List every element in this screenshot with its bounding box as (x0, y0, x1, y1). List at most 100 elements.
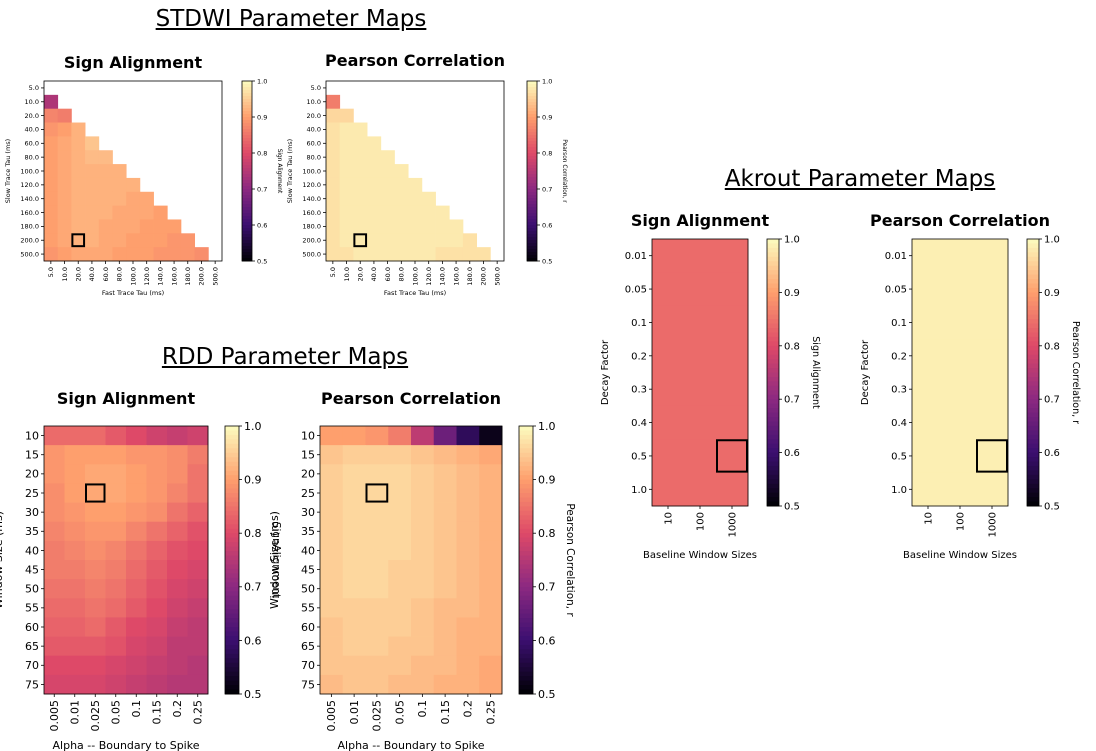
stdwi-pearson-correlation-xtick-label: 140.0 (439, 267, 447, 286)
akrout-pearson-correlation-cell (944, 372, 977, 407)
stdwi-sign-alignment-colorbar-frame (241, 80, 253, 262)
stdwi-sign-alignment-cell (126, 177, 141, 193)
stdwi-pearson-correlation-cell (408, 191, 423, 207)
rdd-sign-alignment-title: Sign Alignment (57, 389, 196, 408)
rdd-sign-alignment-cell (105, 598, 127, 618)
akrout-pearson-correlation-cell (912, 472, 945, 507)
rdd-sign-alignment-cell (105, 560, 127, 580)
stdwi-sign-alignment-cell (112, 164, 127, 179)
rdd-pearson-correlation-cell (320, 464, 344, 484)
stdwi-pearson-correlation-cell (408, 247, 423, 262)
akrout-pearson-correlation-colorbar-step (1027, 408, 1039, 414)
stdwi-sign-alignment-colorbar-step (242, 111, 252, 115)
rdd-sign-alignment-colorbar-step (225, 448, 239, 454)
rdd-sign-alignment-ytick-label: 20 (25, 468, 39, 481)
akrout-sign-alignment-colorbar-step (767, 439, 779, 445)
rdd-sign-alignment-ytick-label: 45 (25, 563, 39, 576)
stdwi-sign-alignment-ytick-label: 120.0 (20, 181, 39, 189)
stdwi-pearson-correlation-cell (367, 150, 382, 165)
stdwi-pearson-correlation-colorbar-step (527, 219, 537, 223)
stdwi-sign-alignment-colorbar-step (242, 126, 252, 130)
stdwi-sign-alignment-ytick-label: 10.0 (25, 98, 39, 106)
akrout-sign-alignment-colorbar-step (767, 448, 779, 454)
stdwi-pearson-correlation-colorbar-step (527, 90, 537, 94)
rdd-pearson-correlation-cell (365, 502, 389, 523)
akrout-sign-alignment-colorbar-step (767, 443, 779, 449)
akrout-pearson-correlation-xtick-label: 10 (924, 512, 935, 525)
stdwi-sign-alignment-cell (139, 219, 154, 234)
rdd-sign-alignment-cell (187, 674, 209, 695)
stdwi-sign-alignment-colorbar-step (242, 174, 252, 178)
rdd-pearson-correlation-cell (365, 579, 389, 599)
stdwi-sign-alignment-cell (112, 177, 127, 193)
rdd-pearson-correlation-cell (342, 464, 366, 484)
stdwi-pearson-correlation-colorbar-tick-label: 0.7 (542, 185, 552, 193)
rdd-pearson-correlation-cell (342, 560, 366, 580)
rdd-pearson-correlation-cell (365, 636, 389, 657)
akrout-sign-alignment-cell (652, 339, 685, 373)
stdwi-sign-alignment-colorbar-label: Sign Alignment (276, 149, 282, 194)
akrout-pearson-correlation-ytick-label: 0.1 (891, 318, 907, 329)
stdwi-sign-alignment-xtick-label: 20.0 (75, 267, 83, 281)
stdwi-pearson-correlation-xtick-label: 40.0 (370, 267, 378, 281)
stdwi-sign-alignment-ytick-label: 160.0 (20, 209, 39, 217)
rdd-pearson-correlation-cell (388, 617, 412, 637)
stdwi-sign-alignment-cell (85, 233, 100, 248)
rdd-sign-alignment-cell (146, 445, 168, 465)
rdd-pearson-correlation-cell (365, 445, 389, 465)
stdwi-pearson-correlation-cell (367, 205, 382, 220)
rdd-pearson-correlation-cell (433, 483, 457, 503)
akrout-pearson-correlation-colorbar-step (1027, 372, 1039, 378)
akrout-sign-alignment-colorbar-step (767, 256, 779, 262)
rdd-sign-alignment-cell (44, 483, 65, 503)
rdd-sign-alignment-cell (187, 502, 209, 523)
rdd-sign-alignment-cell (167, 579, 188, 599)
stdwi-pearson-correlation-xtick-label: 180.0 (466, 267, 474, 286)
akrout-pearson-correlation-colorbar-step (1027, 274, 1039, 280)
akrout-pearson-correlation-colorbar-step (1027, 270, 1039, 276)
stdwi-sign-alignment-colorbar-step (242, 120, 252, 124)
stdwi-pearson-correlation-cell (326, 122, 341, 137)
rdd-sign-alignment-xtick-label: 0.25 (192, 700, 205, 725)
akrout-pearson-correlation-cell (944, 405, 977, 440)
stdwi-pearson-correlation-colorbar-step (527, 162, 537, 166)
akrout-sign-alignment-title: Sign Alignment (631, 211, 770, 230)
rdd-pearson-correlation-colorbar-step (519, 551, 533, 557)
akrout-sign-alignment-colorbar-tick-label: 1.0 (784, 235, 800, 246)
stdwi-sign-alignment-cell (44, 164, 59, 179)
akrout-sign-alignment-colorbar-step (767, 283, 779, 289)
stdwi-pearson-correlation-ytick-label: 80.0 (307, 153, 321, 161)
rdd-pearson-correlation-colorbar-step (519, 564, 533, 570)
rdd-pearson-correlation-cell (479, 521, 503, 542)
akrout-pearson-correlation-colorbar-step (1027, 319, 1039, 325)
rdd-sign-alignment-cell (64, 445, 86, 465)
rdd-pearson-correlation-colorbar-step (519, 600, 533, 606)
rdd-sign-alignment-cell (146, 521, 168, 542)
rdd-pearson-correlation-cell (411, 540, 435, 561)
rdd-pearson-correlation-colorbar-step (519, 439, 533, 445)
rdd-pearson-correlation-colorbar-step (519, 457, 533, 463)
akrout-pearson-correlation-colorbar-step (1027, 341, 1039, 347)
akrout-sign-alignment-colorbar-step (767, 265, 779, 271)
akrout-pearson-correlation-colorbar-step (1027, 381, 1039, 387)
rdd-pearson-correlation-cell (388, 426, 412, 446)
stdwi-pearson-correlation-cell (326, 94, 341, 110)
rdd-sign-alignment-ytick-label: 50 (25, 583, 39, 596)
rdd-sign-alignment-xtick-label: 0.005 (48, 700, 61, 732)
akrout-pearson-correlation-colorbar-step (1027, 417, 1039, 422)
rdd-pearson-correlation-cell (365, 655, 389, 676)
stdwi-sign-alignment-cell (153, 219, 168, 234)
rdd-pearson-correlation-ytick-label: 35 (301, 525, 315, 538)
stdwi-pearson-correlation-colorbar-tick-label: 0.8 (542, 149, 552, 157)
stdwi-pearson-correlation-colorbar-step (527, 189, 537, 193)
stdwi-pearson-correlation-colorbar-step (527, 93, 537, 97)
rdd-sign-alignment-colorbar-step (225, 653, 239, 659)
stdwi-sign-alignment-colorbar-step (242, 135, 252, 139)
akrout-pearson-correlation-selected-box (976, 439, 1008, 473)
stdwi-sign-alignment-ytick-label: 500.0 (20, 250, 39, 258)
rdd-pearson-correlation-colorbar-step (519, 493, 533, 498)
stdwi-pearson-correlation-colorbar-step (527, 234, 537, 238)
akrout-pearson-correlation-colorbar-step (1027, 363, 1039, 369)
rdd-sign-alignment-selected-box (85, 483, 106, 503)
rdd-sign-alignment-ytick-label: 75 (25, 678, 39, 691)
